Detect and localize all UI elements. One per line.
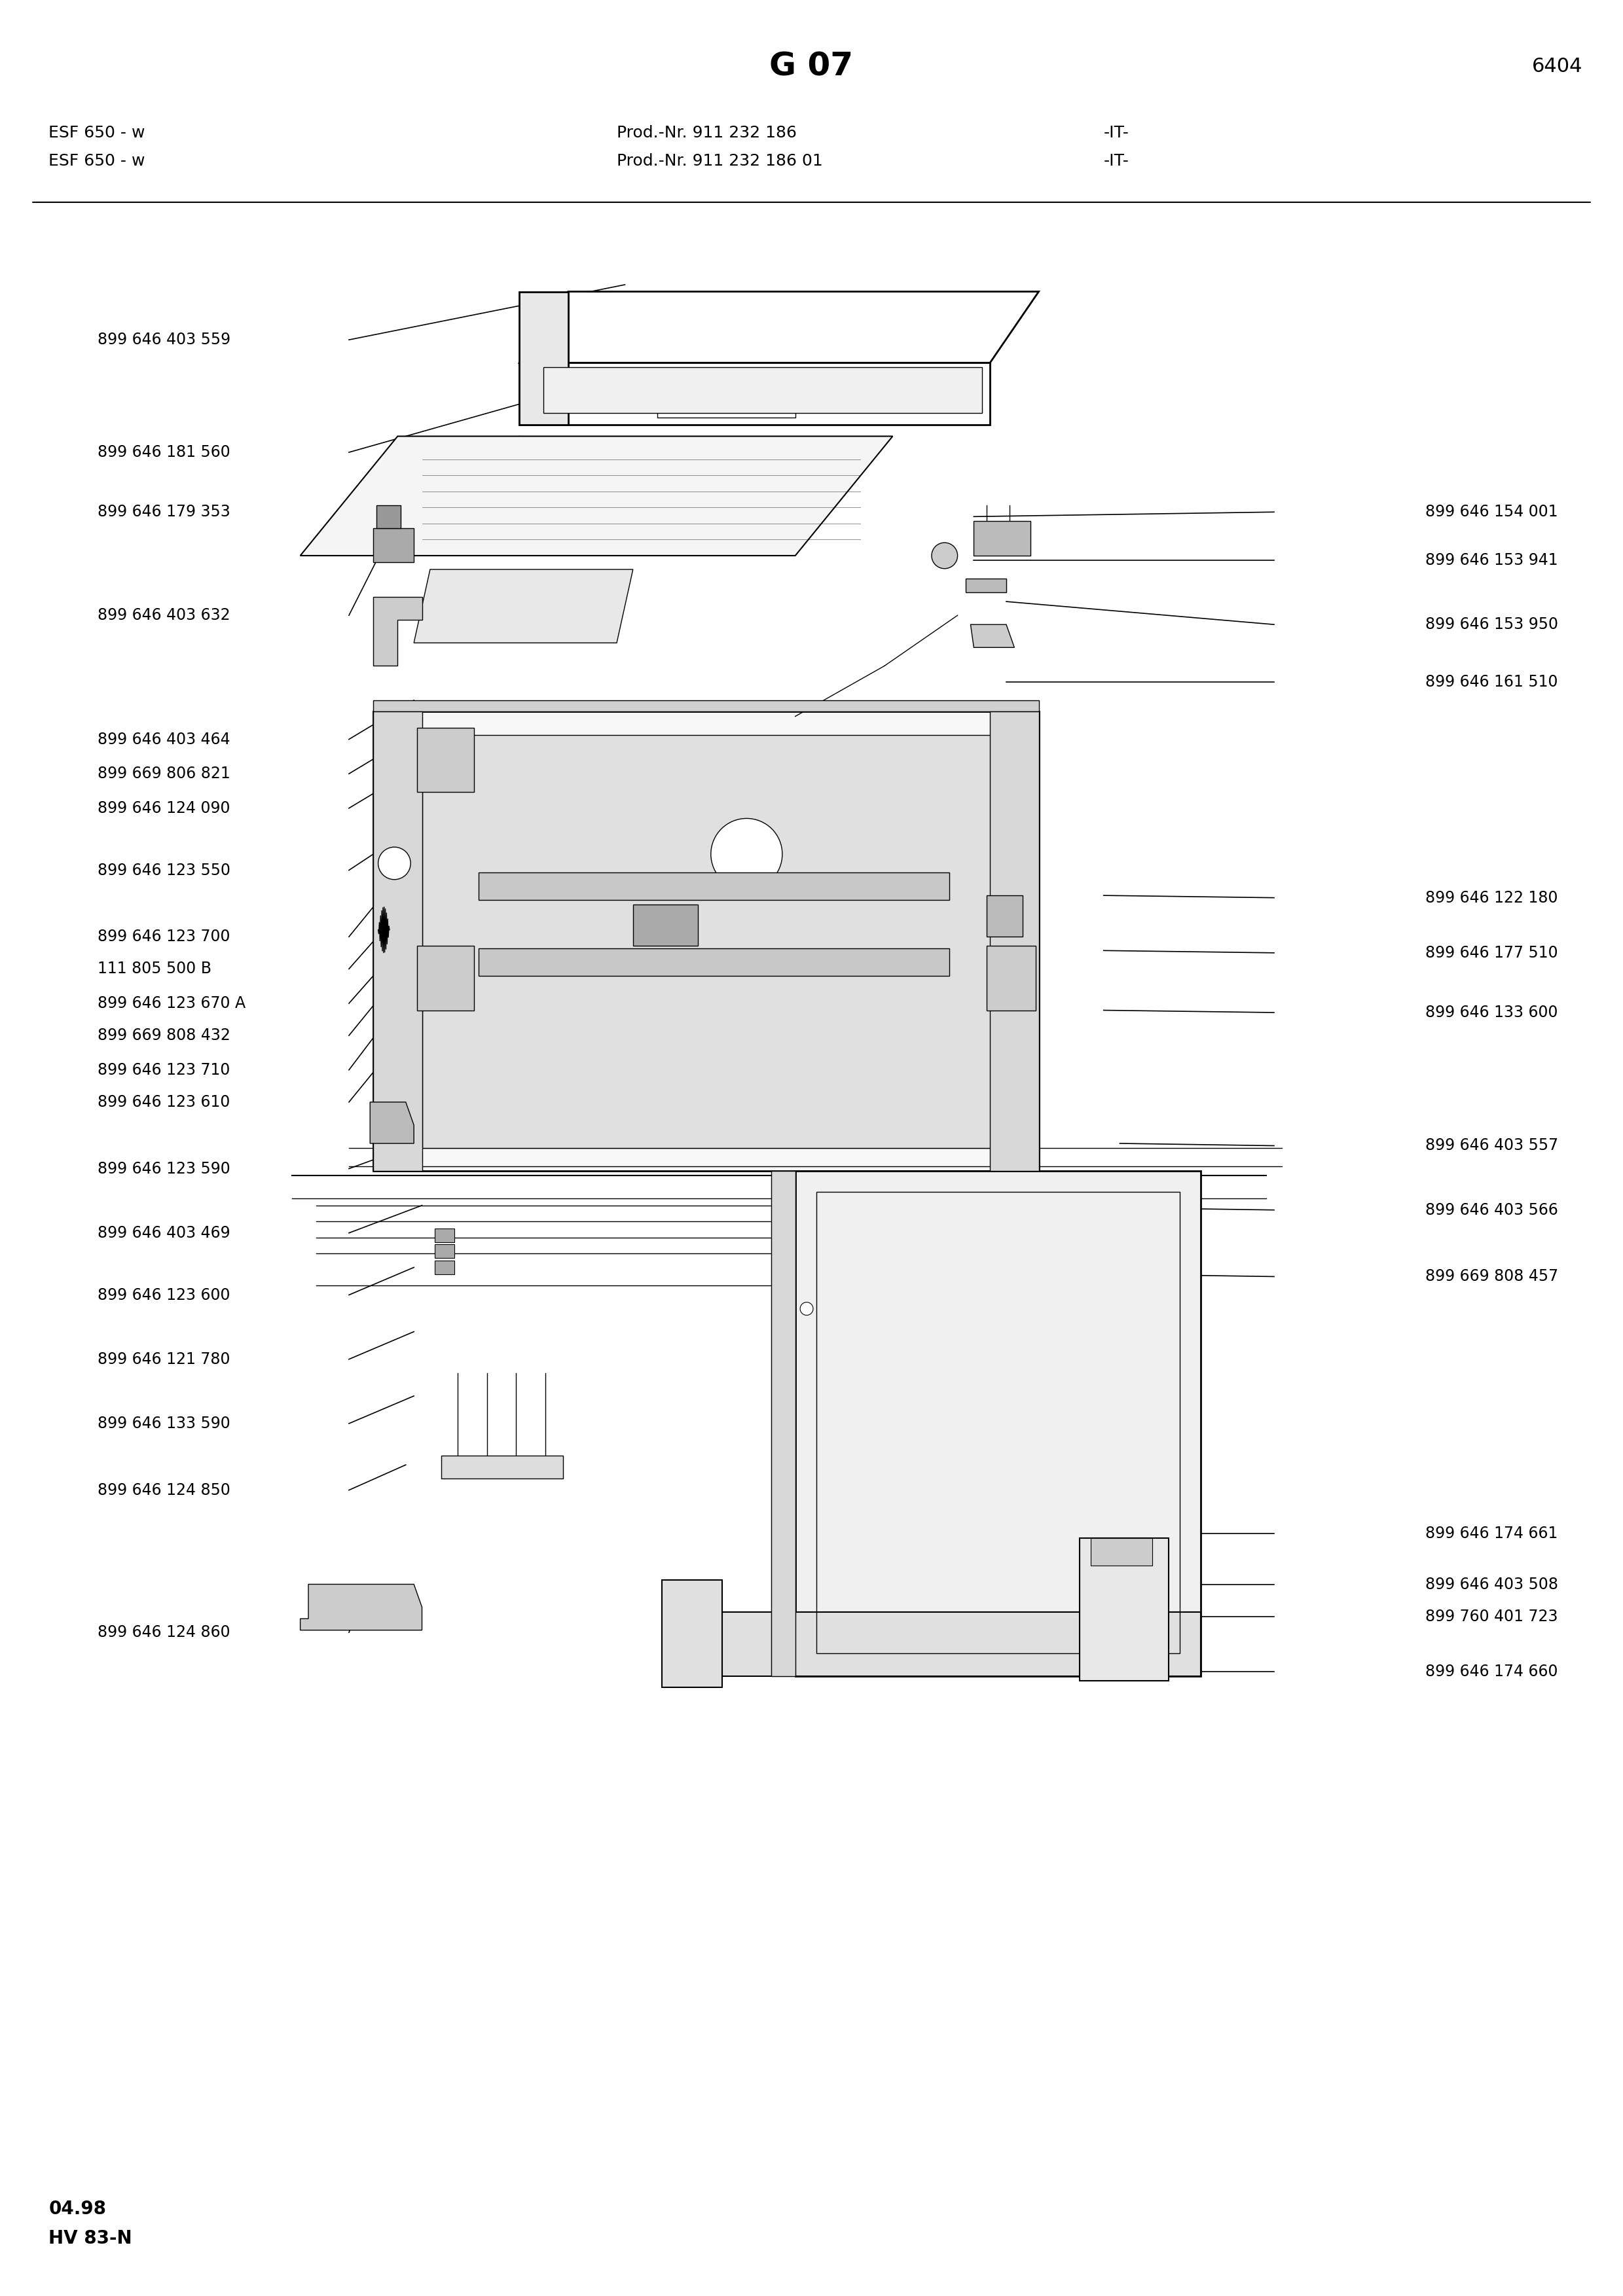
Text: 899 646 124 850: 899 646 124 850 (97, 1483, 230, 1497)
Bar (373, 712, 422, 1171)
Polygon shape (300, 1584, 422, 1630)
Text: 899 646 123 550: 899 646 123 550 (97, 863, 230, 877)
Bar (441, 1456, 563, 1479)
Bar (479, 872, 949, 900)
Bar (1091, 1538, 1152, 1566)
Polygon shape (370, 1102, 414, 1143)
Text: 899 646 123 610: 899 646 123 610 (97, 1095, 230, 1109)
Text: 899 760 401 723: 899 760 401 723 (1425, 1609, 1558, 1623)
Text: 899 669 806 821: 899 669 806 821 (97, 767, 230, 781)
Text: 899 646 179 353: 899 646 179 353 (97, 505, 230, 519)
Bar (417, 946, 474, 1010)
Text: 899 646 161 510: 899 646 161 510 (1425, 675, 1558, 689)
Polygon shape (795, 1171, 1201, 1676)
Text: 899 646 174 660: 899 646 174 660 (1425, 1665, 1558, 1678)
Text: 899 646 123 600: 899 646 123 600 (97, 1288, 230, 1302)
Text: HV 83-N: HV 83-N (49, 2229, 131, 2248)
Bar (417, 728, 474, 792)
Text: ESF 650 - w: ESF 650 - w (49, 154, 144, 168)
Bar (435, 1228, 454, 1242)
Text: 899 646 121 780: 899 646 121 780 (97, 1352, 230, 1366)
Text: 899 646 123 670 A: 899 646 123 670 A (97, 996, 245, 1010)
Text: 899 646 403 469: 899 646 403 469 (97, 1226, 230, 1240)
Bar (625, 377, 698, 409)
Bar (755, 377, 828, 409)
Text: 899 646 123 590: 899 646 123 590 (97, 1162, 230, 1176)
Bar (479, 948, 949, 976)
Bar (373, 528, 414, 563)
Text: 04.98: 04.98 (49, 2200, 105, 2218)
Polygon shape (966, 579, 1006, 592)
Text: 899 646 174 661: 899 646 174 661 (1425, 1527, 1558, 1541)
Text: 899 646 403 559: 899 646 403 559 (97, 333, 230, 347)
Text: G 07: G 07 (769, 51, 854, 83)
Text: 899 646 123 710: 899 646 123 710 (97, 1063, 230, 1077)
Polygon shape (373, 597, 422, 666)
Text: 899 646 403 632: 899 646 403 632 (97, 608, 230, 622)
Text: Prod.-Nr. 911 232 186 01: Prod.-Nr. 911 232 186 01 (617, 154, 823, 168)
Bar (987, 946, 1035, 1010)
Text: 899 646 123 700: 899 646 123 700 (97, 930, 230, 944)
Bar (990, 712, 1039, 1171)
Bar (377, 505, 401, 528)
Text: 899 646 124 860: 899 646 124 860 (97, 1626, 230, 1639)
Text: 899 646 133 600: 899 646 133 600 (1425, 1006, 1558, 1019)
Polygon shape (519, 292, 1039, 363)
Polygon shape (414, 569, 633, 643)
Text: 899 646 181 560: 899 646 181 560 (97, 445, 230, 459)
Bar (435, 1244, 454, 1258)
Text: 6404: 6404 (1532, 57, 1582, 76)
Text: 899 646 403 464: 899 646 403 464 (97, 732, 230, 746)
Polygon shape (1079, 1538, 1169, 1681)
Polygon shape (519, 292, 568, 425)
Text: 899 646 153 950: 899 646 153 950 (1425, 618, 1558, 631)
Text: 899 646 177 510: 899 646 177 510 (1425, 946, 1558, 960)
Polygon shape (974, 521, 1031, 556)
Text: 899 646 403 508: 899 646 403 508 (1425, 1577, 1558, 1591)
Polygon shape (519, 363, 990, 425)
Circle shape (932, 542, 958, 569)
Polygon shape (373, 700, 1039, 712)
Text: 899 646 133 590: 899 646 133 590 (97, 1417, 230, 1430)
Bar (987, 895, 1022, 937)
Bar (633, 905, 698, 946)
Circle shape (378, 847, 411, 879)
Text: 899 646 153 941: 899 646 153 941 (1425, 553, 1558, 567)
Text: 899 646 154 001: 899 646 154 001 (1425, 505, 1558, 519)
Polygon shape (662, 1580, 722, 1688)
Text: 899 646 403 557: 899 646 403 557 (1425, 1139, 1558, 1153)
Polygon shape (373, 712, 1039, 1171)
Polygon shape (771, 1171, 795, 1676)
Polygon shape (971, 625, 1014, 647)
Text: ESF 650 - w: ESF 650 - w (49, 126, 144, 140)
Text: Prod.-Nr. 911 232 186: Prod.-Nr. 911 232 186 (617, 126, 797, 140)
Text: -IT-: -IT- (1104, 126, 1130, 140)
Text: -IT-: -IT- (1104, 154, 1130, 168)
Circle shape (800, 1302, 813, 1316)
Bar (435, 1261, 454, 1274)
Polygon shape (300, 436, 893, 556)
Text: 899 646 124 090: 899 646 124 090 (97, 801, 230, 815)
Text: 899 646 403 566: 899 646 403 566 (1425, 1203, 1558, 1217)
Text: 111 805 500 B: 111 805 500 B (97, 962, 211, 976)
Bar (657, 409, 795, 418)
Text: 899 646 122 180: 899 646 122 180 (1425, 891, 1558, 905)
Polygon shape (422, 735, 998, 1148)
Circle shape (711, 817, 782, 891)
Text: 899 669 808 432: 899 669 808 432 (97, 1029, 230, 1042)
Bar (544, 367, 982, 413)
Polygon shape (674, 1612, 1201, 1676)
Text: 899 669 808 457: 899 669 808 457 (1425, 1270, 1558, 1283)
